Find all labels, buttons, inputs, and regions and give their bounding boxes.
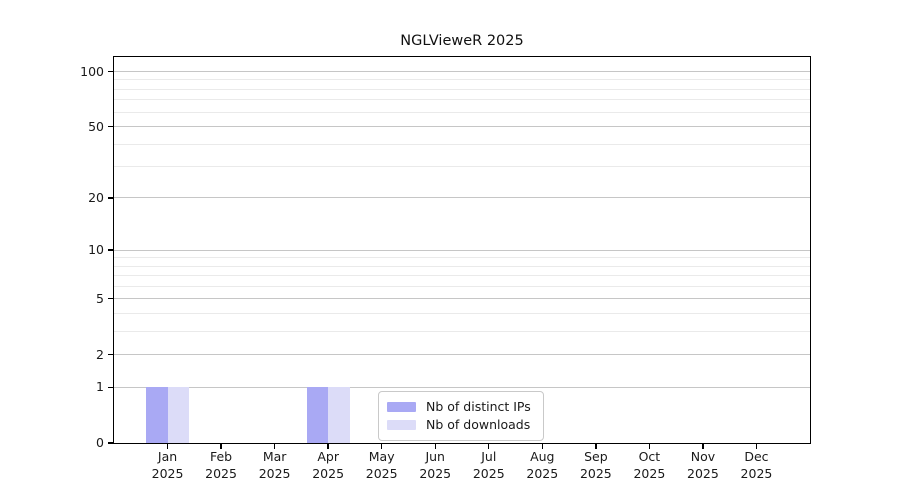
y-gridline-major: [114, 71, 810, 73]
y-gridline-minor: [114, 275, 810, 277]
x-tick-mark: [380, 444, 383, 449]
x-tick-mark: [595, 444, 597, 449]
x-tick-label: Jul 2025: [472, 449, 505, 481]
x-tick-label: Feb 2025: [205, 449, 237, 481]
y-tick-label: 1: [96, 379, 104, 395]
y-gridline-minor: [114, 143, 810, 145]
y-gridline-minor: [114, 330, 810, 332]
y-tick-label: 0: [96, 435, 104, 450]
x-tick-label: Jun 2025: [419, 449, 452, 481]
y-gridline-minor: [114, 99, 810, 101]
x-tick-label: Dec 2025: [740, 449, 773, 481]
y-tick-mark: [108, 70, 114, 73]
y-gridline-minor: [114, 79, 810, 81]
chart-title: NGLVieweR 2025: [400, 33, 524, 49]
x-tick-label: May 2025: [365, 449, 398, 481]
x-tick-mark: [273, 444, 276, 449]
bar-downloads-jan: [167, 387, 190, 443]
y-tick-label: 100: [80, 63, 104, 79]
x-tick-mark: [702, 444, 704, 449]
y-tick-label: 2: [96, 346, 104, 362]
legend-swatch-distinct-ips: [387, 401, 416, 412]
y-gridline-minor: [114, 111, 810, 113]
y-gridline-minor: [114, 166, 810, 168]
x-tick-label: Sep 2025: [579, 449, 612, 481]
y-gridline-minor: [114, 285, 810, 287]
y-tick-label: 10: [88, 242, 104, 257]
y-tick-label: 20: [88, 189, 104, 205]
x-tick-mark: [648, 444, 651, 449]
bar-downloads-apr: [328, 387, 350, 443]
y-gridline-major: [114, 298, 810, 300]
bar-distinct-ips-apr: [306, 387, 329, 443]
y-tick-mark: [108, 298, 114, 300]
legend-item-distinct-ips: Nb of distinct IPs: [387, 398, 535, 415]
y-tick-mark: [108, 353, 114, 356]
x-tick-mark: [755, 444, 758, 449]
y-gridline-minor: [114, 257, 810, 259]
y-tick-mark: [108, 386, 114, 388]
y-gridline-major: [114, 354, 810, 356]
y-gridline-major: [114, 386, 810, 388]
x-tick-mark: [327, 444, 329, 449]
y-gridline-major: [114, 249, 810, 251]
x-tick-mark: [166, 444, 169, 449]
y-gridline-minor: [114, 88, 810, 90]
y-tick-label: 50: [88, 118, 104, 134]
x-tick-mark: [220, 444, 222, 449]
legend-swatch-downloads: [387, 419, 416, 430]
legend-label-distinct-ips: Nb of distinct IPs: [426, 399, 531, 414]
y-tick-mark: [108, 197, 114, 199]
x-tick-label: Apr 2025: [312, 449, 345, 481]
y-gridline-minor: [114, 312, 810, 314]
bar-distinct-ips-jan: [146, 387, 168, 443]
y-gridline-major: [114, 197, 810, 199]
y-gridline-minor: [114, 265, 810, 267]
legend: Nb of distinct IPs Nb of downloads: [378, 391, 544, 441]
x-tick-label: Mar 2025: [258, 449, 291, 481]
x-tick-label: Jan 2025: [151, 449, 184, 481]
y-tick-mark: [108, 125, 114, 128]
x-tick-label: Oct 2025: [633, 449, 666, 481]
legend-item-downloads: Nb of downloads: [387, 416, 535, 433]
x-tick-label: Aug 2025: [526, 449, 559, 481]
x-tick-label: Nov 2025: [687, 449, 719, 481]
y-gridline-major: [114, 126, 810, 128]
legend-label-downloads: Nb of downloads: [426, 417, 531, 432]
x-tick-mark: [488, 444, 490, 449]
x-tick-mark: [434, 444, 436, 449]
y-tick-mark: [108, 249, 114, 251]
y-tick-label: 5: [96, 290, 104, 306]
y-tick-mark: [108, 442, 114, 444]
x-tick-mark: [541, 444, 543, 449]
